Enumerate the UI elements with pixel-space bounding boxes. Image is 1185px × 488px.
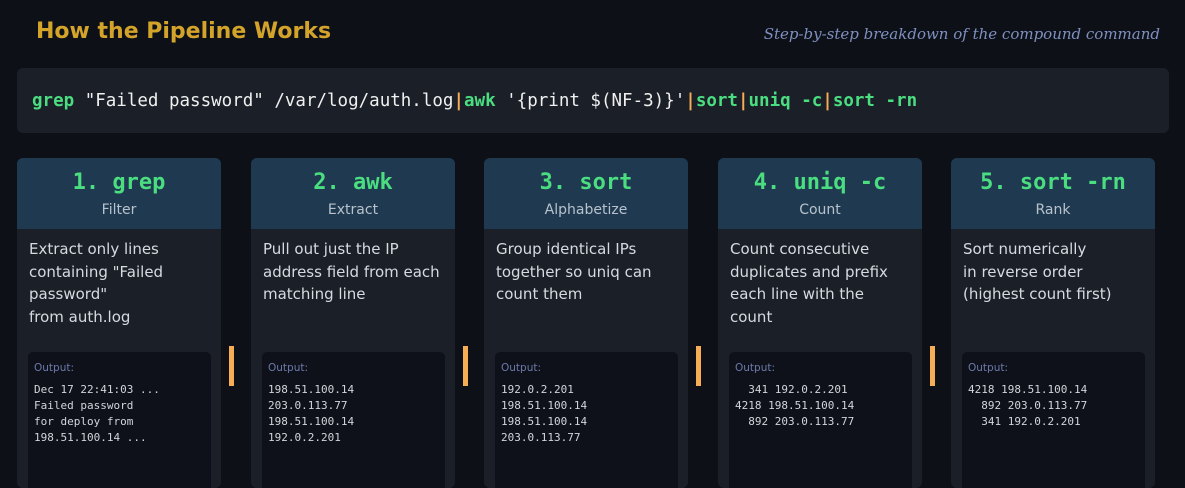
description-line: count — [730, 307, 773, 326]
description-line: address field from each — [263, 262, 440, 281]
pipe-symbol: | — [737, 90, 749, 111]
step-name: 2. awk — [313, 170, 393, 195]
description-line: from auth.log — [29, 307, 131, 326]
step-header: 4. uniq -c Count — [718, 158, 922, 229]
output-box: Output: 192.0.2.201 198.51.100.14 198.51.10… — [495, 352, 678, 488]
output-line: 192.0.2.201 — [501, 383, 574, 396]
command-keyword: sort — [695, 90, 738, 111]
step-header: 2. awk Extract — [251, 158, 455, 229]
output-line: 192.0.2.201 — [268, 431, 341, 444]
output-line: Failed password — [34, 399, 134, 412]
output-label: Output: — [34, 362, 75, 374]
command-args: '{print $(NF-3)}' — [495, 90, 686, 111]
page-subtitle: Step-by-step breakdown of the compound c… — [763, 25, 1160, 43]
step-description: Sort numerically in reverse order (highest… — [951, 229, 1155, 352]
output-box: Output: 4218 198.51.100.14 892 203.0.113.… — [962, 352, 1145, 488]
description-line: count them — [496, 285, 583, 303]
pipe-symbol: | — [822, 90, 833, 111]
step-description: Extract only lines containing "Failed pass… — [17, 229, 221, 352]
description-line: Pull out just the IP — [263, 240, 399, 258]
step-role: Rank — [1035, 202, 1071, 218]
output-line: 198.51.100.14 — [268, 415, 355, 428]
output-line: 198.51.100.14 — [501, 415, 588, 428]
step-role: Extract — [327, 202, 379, 218]
output-line: 892 203.0.113.77 — [735, 415, 855, 428]
command-keyword: sort -rn — [832, 90, 918, 111]
step-name: 1. grep — [72, 170, 166, 195]
output-box: Output: 198.51.100.14 203.0.113.77 198.51.1… — [262, 352, 445, 488]
step-name: 4. uniq -c — [753, 170, 887, 195]
description-line: password" — [29, 285, 108, 303]
command-block: grep "Failed password" /var/log/auth.log… — [17, 68, 1169, 133]
output-line: 4218 198.51.100.14 — [968, 383, 1088, 396]
step-header: 1. grep Filter — [17, 158, 221, 229]
output-line: 203.0.113.77 — [501, 431, 581, 444]
step-name: 5. sort -rn — [980, 170, 1126, 195]
step-description: Group identical IPs together so uniq can c… — [484, 229, 688, 352]
command-keyword: grep — [32, 90, 75, 111]
step-card: 2. awk Extract Pull out just the IP address… — [251, 158, 455, 488]
pipe-connector — [229, 346, 234, 386]
step-role: Count — [799, 202, 841, 218]
step-description: Pull out just the IP address field from e… — [251, 229, 455, 352]
step-header: 3. sort Alphabetize — [484, 158, 688, 229]
output-line: Dec 17 22:41:03 ... — [34, 383, 160, 396]
output-line: for deploy from — [34, 415, 134, 428]
step-card: 1. grep Filter Extract only lines containin… — [17, 158, 221, 488]
output-line: 892 203.0.113.77 — [968, 399, 1088, 412]
description-line: each line with the — [730, 285, 864, 303]
description-line: in reverse order — [963, 262, 1083, 281]
output-line: 198.51.100.14 — [501, 399, 588, 412]
output-line: 341 192.0.2.201 — [968, 415, 1081, 428]
step-role: Alphabetize — [544, 202, 628, 218]
step-card: 3. sort Alphabetize Group identical IPs tog… — [484, 158, 688, 488]
page-title: How the Pipeline Works — [36, 19, 332, 44]
description-line: Extract only lines — [29, 240, 159, 258]
pipe-symbol: | — [453, 90, 464, 111]
step-card: 5. sort -rn Rank Sort numerically in revers… — [951, 158, 1155, 488]
description-line: Group identical IPs — [496, 240, 637, 258]
pipe-connector — [463, 346, 468, 386]
output-line: 341 192.0.2.201 — [735, 383, 848, 396]
description-line: duplicates and prefix — [730, 262, 888, 281]
description-line: together so uniq can — [496, 262, 652, 281]
command-keyword: awk — [464, 90, 496, 111]
description-line: Sort numerically — [963, 240, 1087, 258]
output-box: Output: 341 192.0.2.201 4218 198.51.100.1… — [729, 352, 912, 488]
output-label: Output: — [268, 362, 309, 374]
step-card: 4. uniq -c Count Count consecutive duplicat… — [718, 158, 922, 488]
output-line: 4218 198.51.100.14 — [735, 399, 855, 412]
step-header: 5. sort -rn Rank — [951, 158, 1155, 229]
output-label: Output: — [968, 362, 1009, 374]
step-description: Count consecutive duplicates and prefix ea… — [718, 229, 922, 352]
step-name: 3. sort — [539, 170, 633, 195]
output-line: 198.51.100.14 — [268, 383, 355, 396]
pipe-connector — [930, 346, 935, 386]
output-label: Output: — [501, 362, 542, 374]
output-label: Output: — [735, 362, 776, 374]
description-line: containing "Failed — [29, 262, 164, 281]
description-line: Count consecutive — [730, 240, 870, 258]
output-line: 198.51.100.14 ... — [34, 431, 147, 444]
command-keyword: uniq -c — [748, 90, 823, 111]
pipe-connector — [696, 346, 701, 386]
command-args: "Failed password" /var/log/auth.log — [74, 90, 454, 111]
description-line: matching line — [263, 285, 366, 303]
output-box: Output: Dec 17 22:41:03 ... Failed passwor… — [28, 352, 211, 488]
pipe-symbol: | — [685, 90, 696, 111]
description-line: (highest count first) — [963, 285, 1112, 303]
output-line: 203.0.113.77 — [268, 399, 348, 412]
step-role: Filter — [101, 202, 137, 218]
